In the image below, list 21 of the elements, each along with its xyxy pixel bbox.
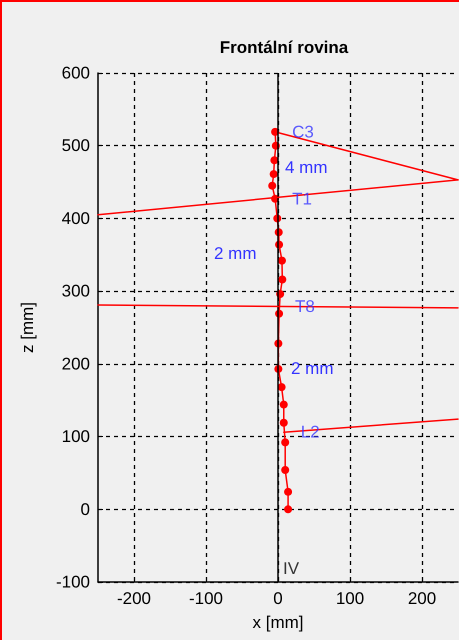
- y-tick-label: 100: [62, 427, 90, 446]
- annotation: IV: [283, 559, 300, 578]
- y-tick-label: 200: [62, 354, 90, 374]
- x-tick-label: -200: [116, 589, 152, 608]
- y-tick-label: 500: [62, 136, 90, 156]
- x-tick-label: 0: [273, 589, 283, 608]
- y-tick-label: 400: [62, 208, 90, 228]
- x-tick-label: -100: [188, 589, 224, 608]
- y-tick-label: 600: [62, 64, 90, 82]
- x-axis-title: x [mm]: [252, 613, 304, 632]
- y-tick-label: 0: [80, 500, 90, 519]
- y-tick-label: -100: [56, 572, 90, 592]
- annotation: 2 mm: [214, 244, 256, 263]
- annotation: C3: [292, 122, 314, 142]
- x-tick-label: 200: [408, 589, 436, 608]
- x-tick-label: 100: [336, 589, 364, 608]
- y-axis-title: z [mm]: [18, 302, 37, 353]
- annotation: 4 mm: [285, 158, 328, 177]
- annotation: 2 mm: [291, 359, 334, 378]
- chart-title: Frontální rovina: [220, 38, 349, 57]
- y-tick-label: 300: [62, 282, 90, 301]
